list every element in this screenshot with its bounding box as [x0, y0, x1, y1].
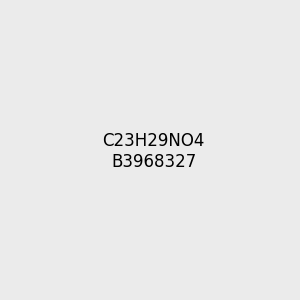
Text: C23H29NO4
B3968327: C23H29NO4 B3968327	[103, 132, 205, 171]
